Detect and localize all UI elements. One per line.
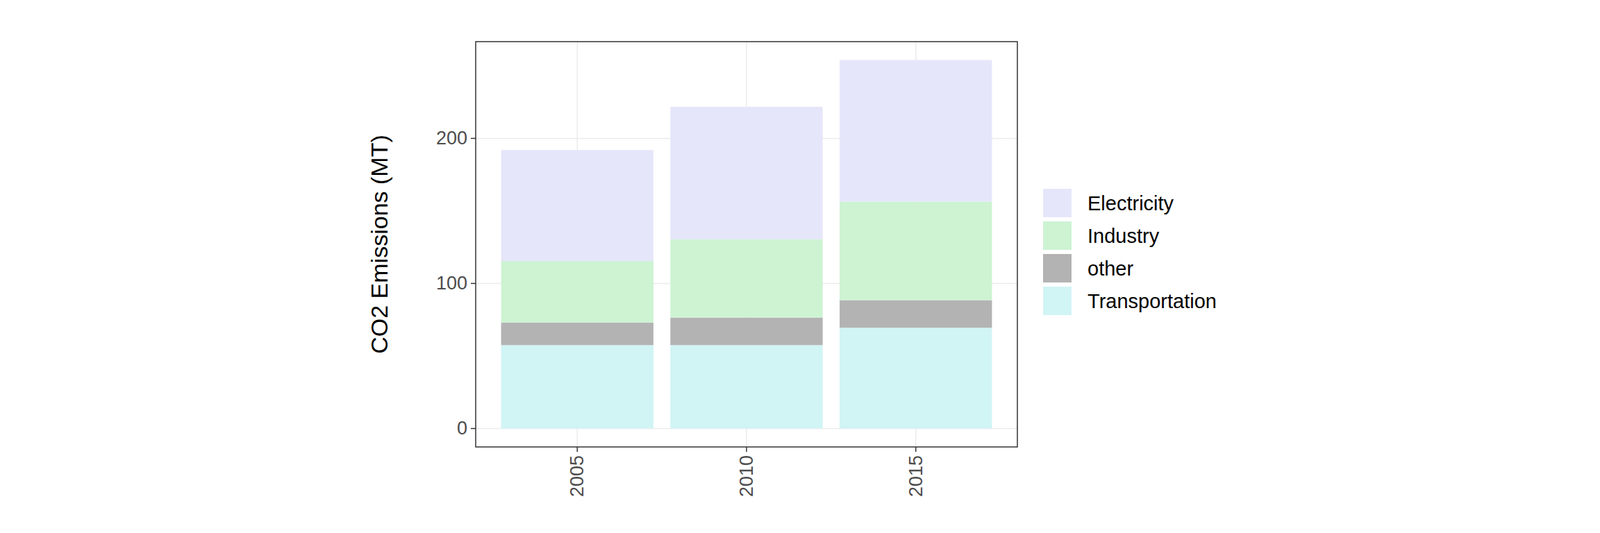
bar-segment bbox=[501, 150, 654, 262]
bar-segment bbox=[670, 318, 823, 346]
legend-label: other bbox=[1087, 257, 1134, 280]
bar-segment bbox=[670, 345, 823, 429]
tick-mark bbox=[470, 283, 476, 285]
legend-key bbox=[1043, 188, 1072, 218]
plot-background bbox=[475, 41, 1018, 448]
bar-segment bbox=[839, 60, 992, 203]
tick-label: 0 bbox=[456, 418, 468, 439]
tick-mark bbox=[470, 428, 476, 430]
bar-segment bbox=[839, 300, 992, 328]
legend-label: Transportation bbox=[1087, 290, 1217, 313]
bar-segment bbox=[501, 261, 654, 323]
bar-segment bbox=[839, 327, 992, 429]
bar-segment bbox=[670, 239, 823, 319]
tick-label: 2005 bbox=[566, 455, 588, 498]
tick-mark bbox=[745, 447, 748, 453]
tick-label: 2015 bbox=[905, 455, 927, 498]
legend-key bbox=[1043, 286, 1072, 316]
bars bbox=[501, 60, 993, 430]
plot-frame bbox=[475, 41, 1018, 448]
legend-label: Electricity bbox=[1087, 192, 1175, 215]
tick-label: 200 bbox=[436, 127, 468, 149]
legend-key bbox=[1043, 221, 1072, 250]
bar-segment bbox=[670, 106, 823, 240]
tick-mark bbox=[577, 447, 579, 453]
bar-segment bbox=[501, 322, 654, 346]
tick-mark bbox=[915, 447, 917, 453]
tick-label: 100 bbox=[436, 272, 468, 294]
tick-label: 2010 bbox=[736, 455, 757, 498]
bar-segment bbox=[501, 345, 654, 429]
legend-key bbox=[1043, 254, 1072, 283]
bar-segment bbox=[839, 201, 992, 300]
tick-mark bbox=[470, 138, 476, 140]
chart: 0 100 200 2005 2010 2015 CO2 Emissions (MT) Ele… bbox=[0, 0, 1600, 533]
legend-label: Industry bbox=[1087, 225, 1160, 248]
axis-title: CO2 Emissions (MT) bbox=[365, 134, 393, 354]
